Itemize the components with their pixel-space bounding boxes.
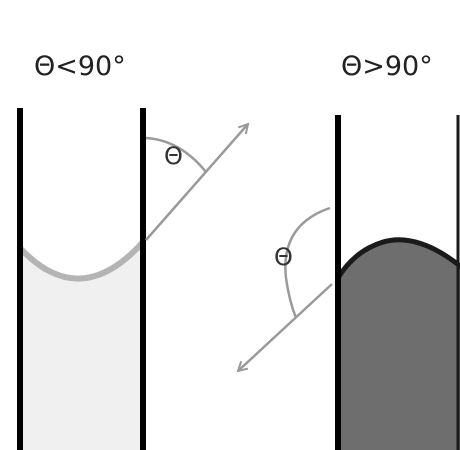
right-angle-arc: [284, 206, 331, 319]
right-contact-tangent-arrow: [238, 283, 333, 371]
left-contact-tangent-arrow: [145, 124, 248, 241]
right-meniscus: [335, 237, 460, 281]
left-theta-label: Θ: [164, 142, 183, 170]
left-meniscus: [17, 239, 146, 282]
left-panel: Θ<90° Θ: [17, 51, 248, 450]
right-liquid: [338, 239, 460, 450]
left-liquid: [20, 242, 143, 450]
right-theta-label: Θ: [274, 243, 293, 271]
left-angle-arc: [145, 136, 207, 173]
right-title: Θ>90°: [341, 51, 433, 82]
left-title: Θ<90°: [34, 51, 126, 82]
right-panel: Θ>90° Θ: [238, 51, 460, 450]
